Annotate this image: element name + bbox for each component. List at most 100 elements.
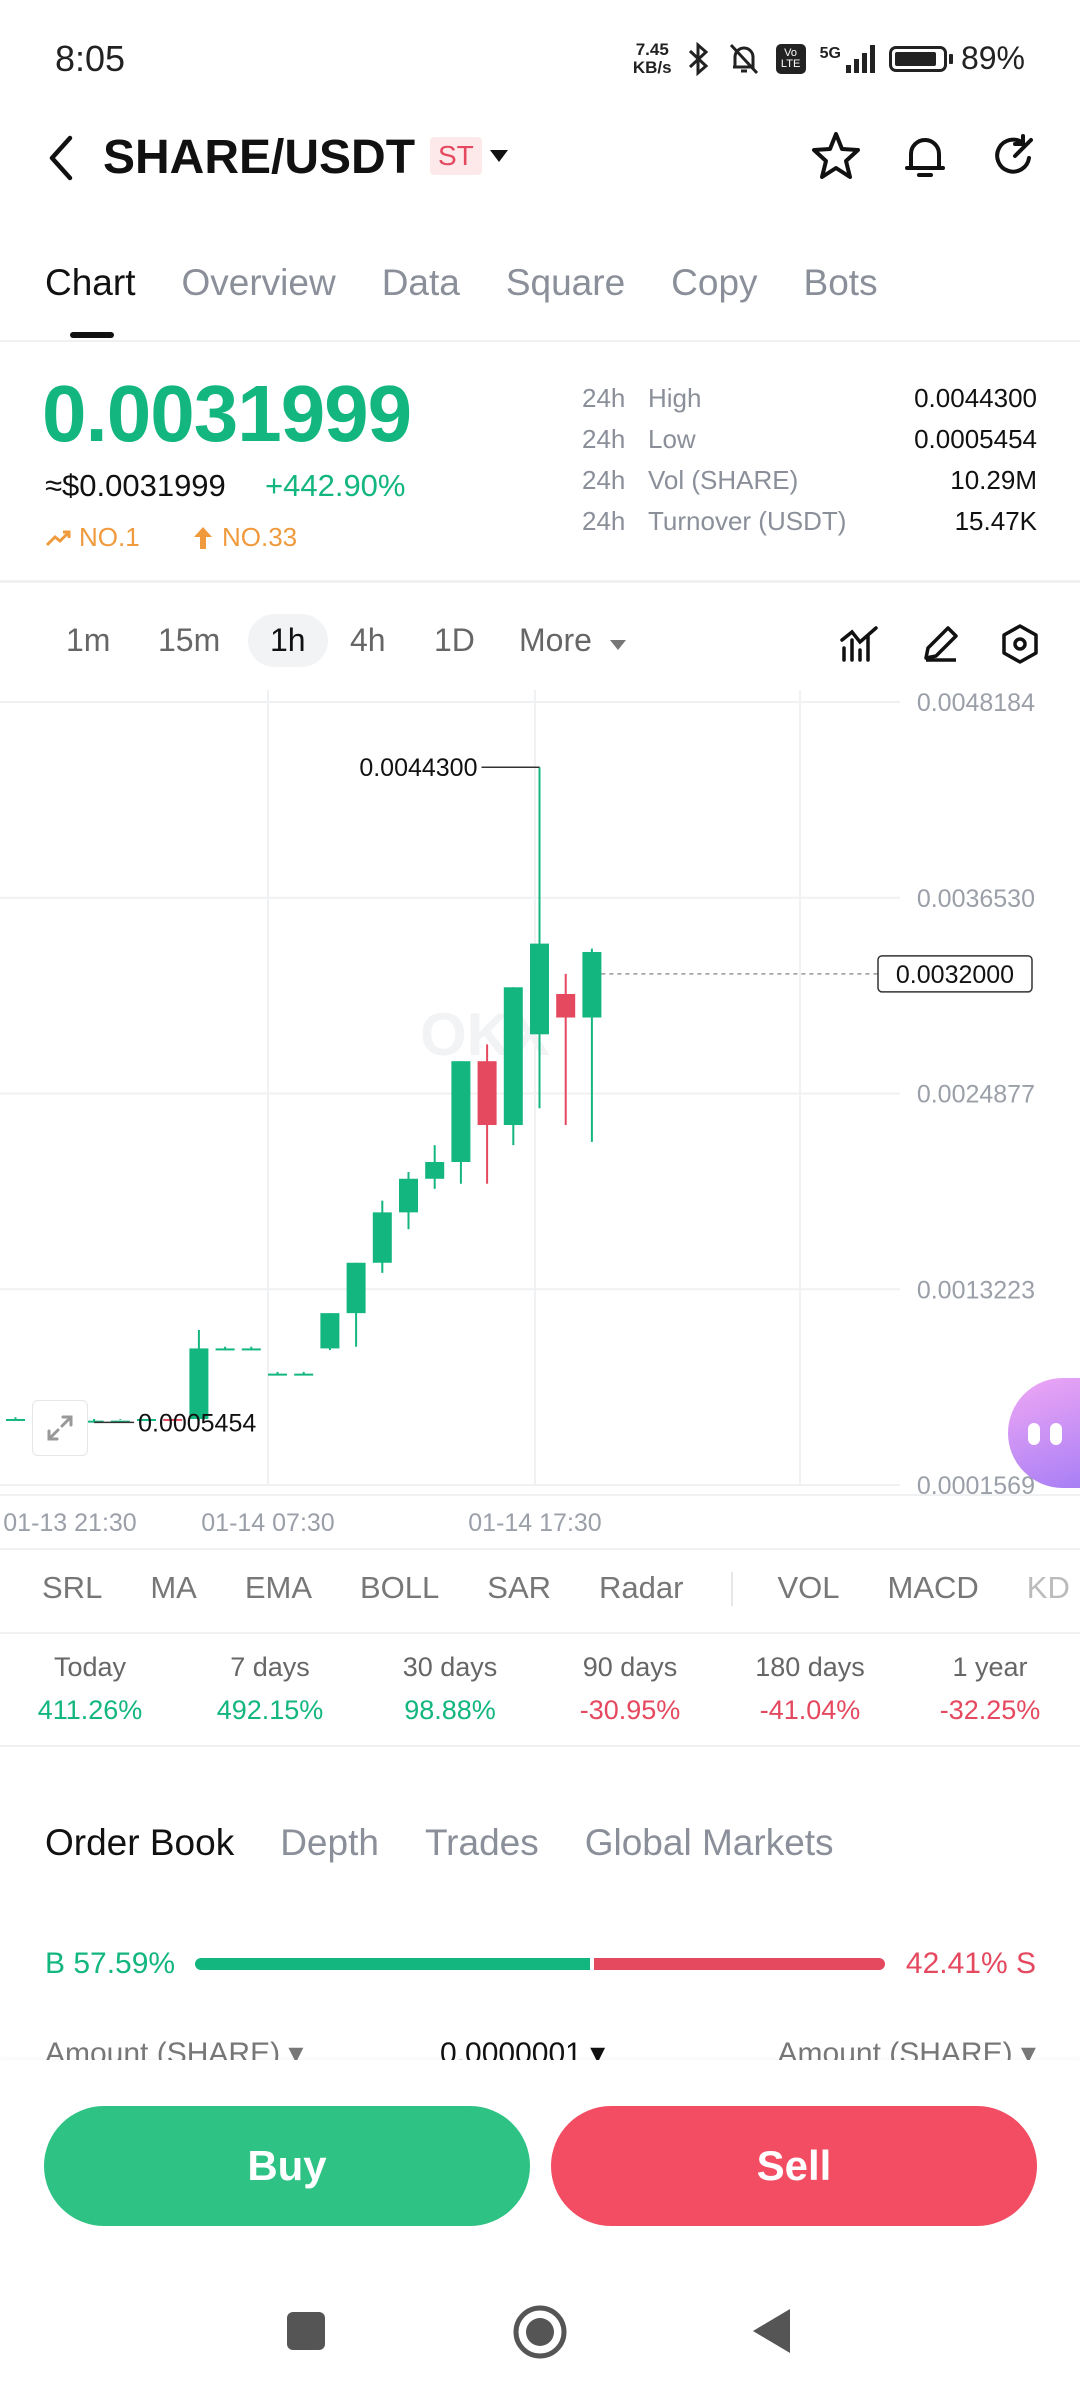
- indicator-separator: [731, 1572, 734, 1606]
- candle-body: [163, 1418, 183, 1421]
- divider: [0, 580, 1080, 583]
- draw-pen-icon[interactable]: [918, 622, 962, 666]
- candle-body: [477, 1061, 497, 1126]
- signal-icon: 5G: [820, 44, 875, 73]
- buy-button[interactable]: Buy: [44, 2106, 530, 2226]
- battery-icon: [888, 45, 947, 72]
- rank-badge-2[interactable]: NO.33: [192, 522, 297, 553]
- indicator-boll[interactable]: BOLL: [360, 1570, 440, 1605]
- indicator-sar[interactable]: SAR: [487, 1570, 552, 1605]
- stat-high: 24h High 0.0044300: [582, 383, 1037, 413]
- stat-volume: 24h Vol (SHARE) 10.29M: [582, 465, 1037, 495]
- indicator-ma[interactable]: MA: [150, 1570, 197, 1605]
- chart-canvas[interactable]: OKX 0.0048184 0.0036530 0.0024877 0.0013223…: [0, 689, 1080, 1550]
- sell-ratio-label: 42.41% S: [905, 1947, 1036, 1980]
- nav-recents-icon[interactable]: [285, 2310, 327, 2352]
- tab-order-book[interactable]: Order Book: [45, 1822, 235, 1863]
- share-icon[interactable]: [985, 128, 1041, 184]
- tab-depth[interactable]: Depth: [280, 1822, 379, 1863]
- expand-icon: [47, 1415, 73, 1441]
- tab-data[interactable]: Data: [381, 262, 460, 303]
- perf-today: Today 411.26%: [37, 1652, 143, 1725]
- candle-body: [268, 1373, 287, 1376]
- tab-trades[interactable]: Trades: [424, 1822, 539, 1863]
- x-tick-label: 01-14 17:30: [468, 1509, 601, 1537]
- x-tick-label: 01-13 21:30: [3, 1509, 136, 1537]
- st-badge: ST: [430, 137, 482, 175]
- fullscreen-button[interactable]: [32, 1400, 88, 1456]
- status-icons: 7.45 KB/s Vo LTE 5G 89%: [633, 40, 1025, 77]
- interval-bar: 1m 15m 1h 4h 1D More: [0, 600, 1080, 688]
- indicator-macd[interactable]: MACD: [887, 1570, 979, 1605]
- stat-low: 24h Low 0.0005454: [582, 424, 1037, 454]
- candle-body: [582, 952, 602, 1018]
- tab-bots[interactable]: Bots: [803, 262, 878, 303]
- indicator-vol[interactable]: VOL: [777, 1570, 840, 1605]
- interval-1h[interactable]: 1h: [248, 614, 328, 667]
- candle-body: [556, 994, 576, 1018]
- interval-1m[interactable]: 1m: [66, 622, 111, 658]
- y-tick-label: 0.0001569: [917, 1472, 1035, 1500]
- pair-dropdown-icon[interactable]: [488, 148, 510, 164]
- candle-body: [6, 1418, 25, 1421]
- tab-global-markets[interactable]: Global Markets: [584, 1822, 834, 1863]
- perf-90d: 90 days -30.95%: [579, 1652, 681, 1725]
- divider: [0, 1745, 1080, 1747]
- indicator-kd[interactable]: KD: [1026, 1570, 1070, 1605]
- sell-button[interactable]: Sell: [551, 2106, 1037, 2226]
- bluetooth-icon: [688, 41, 708, 76]
- candle-body: [372, 1212, 392, 1263]
- perf-180d: 180 days -41.04%: [755, 1652, 865, 1725]
- chevron-down-icon: [609, 640, 626, 650]
- interval-1d[interactable]: 1D: [434, 622, 475, 658]
- candle-body: [503, 987, 523, 1126]
- trend-up-icon: [45, 530, 71, 546]
- candle-body: [137, 1418, 156, 1421]
- bell-icon[interactable]: [897, 128, 953, 184]
- y-tick-label: 0.0013223: [917, 1276, 1035, 1304]
- indicator-radar[interactable]: Radar: [599, 1570, 684, 1605]
- interval-4h[interactable]: 4h: [350, 622, 386, 658]
- tab-overview[interactable]: Overview: [181, 262, 336, 303]
- low-marker-label: 0.0005454: [138, 1409, 256, 1437]
- perf-1y: 1 year -32.25%: [939, 1652, 1041, 1725]
- nav-back-icon[interactable]: [750, 2306, 794, 2356]
- y-tick-label: 0.0024877: [917, 1081, 1035, 1109]
- indicator-icon[interactable]: [838, 622, 882, 666]
- tab-copy[interactable]: Copy: [671, 262, 758, 303]
- x-tick-label: 01-14 07:30: [201, 1509, 334, 1537]
- tab-chart[interactable]: Chart: [45, 262, 136, 303]
- indicator-srl[interactable]: SRL: [42, 1570, 103, 1605]
- divider: [0, 340, 1080, 342]
- indicator-ema[interactable]: EMA: [244, 1570, 312, 1605]
- performance-row: Today 411.26% 7 days 492.15% 30 days 98.88%…: [0, 1652, 1080, 1726]
- y-tick-label: 0.0036530: [917, 885, 1035, 913]
- buy-ratio-label: B 57.59%: [45, 1947, 176, 1980]
- chart-settings-icon[interactable]: [998, 622, 1042, 666]
- status-time: 8:05: [55, 38, 126, 79]
- interval-15m[interactable]: 15m: [158, 622, 221, 658]
- perf-30d: 30 days 98.88%: [402, 1652, 498, 1725]
- stat-turnover: 24h Turnover (USDT) 15.47K: [582, 506, 1037, 536]
- interval-more[interactable]: More: [519, 622, 627, 659]
- tab-square[interactable]: Square: [505, 262, 626, 303]
- battery-indicator: 89%: [888, 40, 1025, 77]
- candle-body: [189, 1348, 209, 1419]
- change-percent: +442.90%: [265, 468, 406, 503]
- candle-body: [215, 1348, 235, 1351]
- main-tabs: Chart Overview Data Square Copy Bots: [45, 262, 878, 304]
- buy-ratio-bar: [195, 1958, 591, 1970]
- divider: [0, 1548, 1080, 1550]
- candlestick-chart[interactable]: OKX 0.0048184 0.0036530 0.0024877 0.0013223…: [0, 689, 1080, 1550]
- pair-title[interactable]: SHARE/USDT: [103, 131, 416, 184]
- back-arrow-icon[interactable]: [42, 130, 78, 186]
- nav-home-icon[interactable]: [512, 2304, 568, 2360]
- star-icon[interactable]: [808, 128, 864, 184]
- mute-bell-icon: [729, 43, 758, 74]
- active-tab-indicator: [70, 332, 114, 338]
- candle-body: [530, 943, 549, 1035]
- divider: [0, 1632, 1080, 1634]
- candle-body: [451, 1061, 471, 1162]
- candle-body: [346, 1262, 366, 1314]
- rank-badge-1[interactable]: NO.1: [45, 522, 140, 553]
